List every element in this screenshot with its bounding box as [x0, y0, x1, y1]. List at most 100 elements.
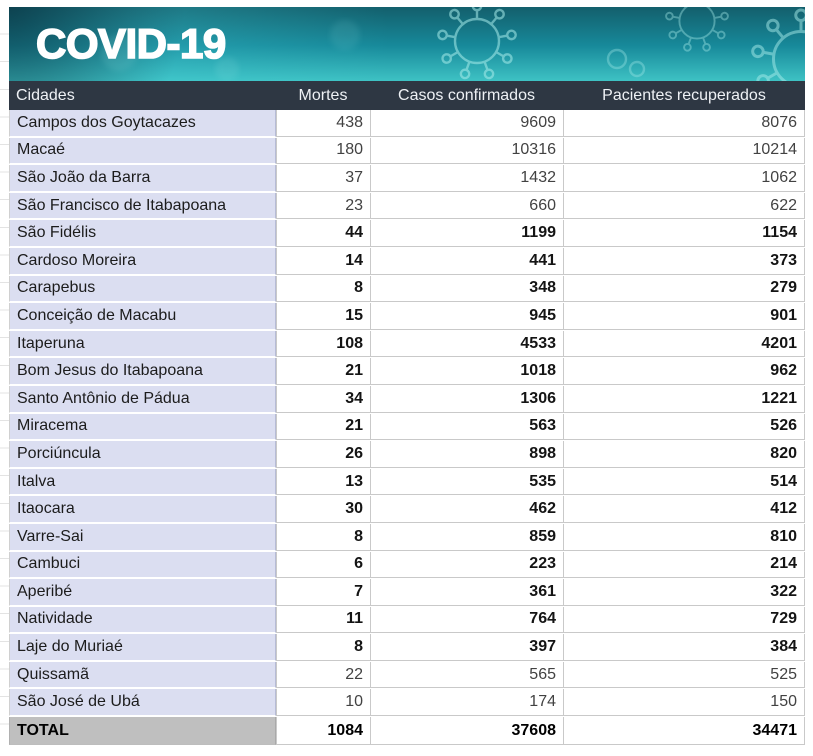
recovered-patients-cell[interactable]: 4201 — [563, 330, 805, 358]
city-cell[interactable]: Cardoso Moreira — [9, 247, 276, 275]
city-cell[interactable]: Miracema — [9, 413, 276, 441]
confirmed-cases-cell[interactable]: 174 — [370, 689, 563, 717]
total-deaths-cell[interactable]: 1084 — [276, 717, 370, 746]
confirmed-cases-cell[interactable]: 361 — [370, 579, 563, 606]
confirmed-cases-cell[interactable]: 9609 — [370, 110, 563, 137]
confirmed-cases-cell[interactable]: 898 — [370, 441, 563, 468]
deaths-cell[interactable]: 180 — [276, 137, 370, 165]
deaths-cell[interactable]: 22 — [276, 661, 370, 689]
recovered-patients-cell[interactable]: 1221 — [563, 385, 805, 413]
city-cell[interactable]: São João da Barra — [9, 165, 276, 192]
city-cell[interactable]: Quissamã — [9, 661, 276, 689]
total-label-cell[interactable]: TOTAL — [9, 717, 276, 746]
confirmed-cases-cell[interactable]: 10316 — [370, 137, 563, 165]
confirmed-cases-cell[interactable]: 565 — [370, 661, 563, 689]
recovered-patients-cell[interactable]: 1062 — [563, 165, 805, 192]
confirmed-cases-cell[interactable]: 1199 — [370, 220, 563, 247]
deaths-cell[interactable]: 8 — [276, 523, 370, 551]
deaths-cell[interactable]: 8 — [276, 275, 370, 303]
city-cell[interactable]: Itaocara — [9, 496, 276, 523]
deaths-cell[interactable]: 44 — [276, 220, 370, 247]
confirmed-cases-cell[interactable]: 348 — [370, 275, 563, 303]
confirmed-cases-cell[interactable]: 660 — [370, 192, 563, 220]
confirmed-cases-cell[interactable]: 535 — [370, 468, 563, 496]
recovered-patients-cell[interactable]: 412 — [563, 496, 805, 523]
recovered-patients-cell[interactable]: 622 — [563, 192, 805, 220]
deaths-cell[interactable]: 37 — [276, 165, 370, 192]
column-header-recovered-patients[interactable]: Pacientes recuperados — [602, 86, 766, 104]
confirmed-cases-cell[interactable]: 441 — [370, 247, 563, 275]
deaths-cell[interactable]: 34 — [276, 385, 370, 413]
confirmed-cases-cell[interactable]: 1432 — [370, 165, 563, 192]
confirmed-cases-cell[interactable]: 563 — [370, 413, 563, 441]
recovered-patients-cell[interactable]: 10214 — [563, 137, 805, 165]
confirmed-cases-cell[interactable]: 945 — [370, 303, 563, 330]
recovered-patients-cell[interactable]: 384 — [563, 634, 805, 661]
table-row: Macaé 180 10316 10214 — [9, 137, 805, 165]
recovered-patients-cell[interactable]: 525 — [563, 661, 805, 689]
deaths-cell[interactable]: 13 — [276, 468, 370, 496]
table-row: Aperibé 7 361 322 — [9, 579, 805, 606]
city-cell[interactable]: Laje do Muriaé — [9, 634, 276, 661]
deaths-cell[interactable]: 26 — [276, 441, 370, 468]
deaths-cell[interactable]: 21 — [276, 358, 370, 385]
deaths-cell[interactable]: 6 — [276, 551, 370, 579]
deaths-cell[interactable]: 438 — [276, 110, 370, 137]
column-header-confirmed-cases[interactable]: Casos confirmados — [398, 86, 535, 104]
city-cell[interactable]: Natividade — [9, 606, 276, 634]
city-cell[interactable]: Porciúncula — [9, 441, 276, 468]
column-header-deaths[interactable]: Mortes — [298, 86, 348, 104]
city-cell[interactable]: Campos dos Goytacazes — [9, 110, 276, 137]
city-cell[interactable]: Italva — [9, 468, 276, 496]
deaths-cell[interactable]: 108 — [276, 330, 370, 358]
confirmed-cases-cell[interactable]: 462 — [370, 496, 563, 523]
deaths-cell[interactable]: 30 — [276, 496, 370, 523]
deaths-cell[interactable]: 7 — [276, 579, 370, 606]
recovered-patients-cell[interactable]: 901 — [563, 303, 805, 330]
recovered-patients-cell[interactable]: 526 — [563, 413, 805, 441]
deaths-cell[interactable]: 14 — [276, 247, 370, 275]
deaths-cell[interactable]: 11 — [276, 606, 370, 634]
deaths-cell[interactable]: 8 — [276, 634, 370, 661]
city-cell[interactable]: Varre-Sai — [9, 523, 276, 551]
recovered-patients-cell[interactable]: 1154 — [563, 220, 805, 247]
deaths-cell[interactable]: 23 — [276, 192, 370, 220]
confirmed-cases-cell[interactable]: 223 — [370, 551, 563, 579]
city-cell[interactable]: Santo Antônio de Pádua — [9, 385, 276, 413]
recovered-patients-cell[interactable]: 373 — [563, 247, 805, 275]
deaths-cell[interactable]: 15 — [276, 303, 370, 330]
confirmed-cases-cell[interactable]: 859 — [370, 523, 563, 551]
recovered-patients-cell[interactable]: 810 — [563, 523, 805, 551]
confirmed-cases-cell[interactable]: 1018 — [370, 358, 563, 385]
deaths-cell[interactable]: 21 — [276, 413, 370, 441]
recovered-patients-cell[interactable]: 279 — [563, 275, 805, 303]
city-cell[interactable]: Conceição de Macabu — [9, 303, 276, 330]
city-cell[interactable]: Bom Jesus do Itabapoana — [9, 358, 276, 385]
city-cell[interactable]: Cambuci — [9, 551, 276, 579]
banner-title: COVID-19 — [35, 19, 227, 68]
recovered-patients-cell[interactable]: 729 — [563, 606, 805, 634]
recovered-patients-cell[interactable]: 322 — [563, 579, 805, 606]
total-confirmed-cases-cell[interactable]: 37608 — [370, 717, 563, 746]
confirmed-cases-cell[interactable]: 4533 — [370, 330, 563, 358]
confirmed-cases-cell[interactable]: 1306 — [370, 385, 563, 413]
city-cell[interactable]: Carapebus — [9, 275, 276, 303]
city-cell[interactable]: Itaperuna — [9, 330, 276, 358]
recovered-patients-cell[interactable]: 962 — [563, 358, 805, 385]
recovered-patients-cell[interactable]: 820 — [563, 441, 805, 468]
city-cell[interactable]: São Fidélis — [9, 220, 276, 247]
table-row: Bom Jesus do Itabapoana 21 1018 962 — [9, 358, 805, 385]
city-cell[interactable]: Macaé — [9, 137, 276, 165]
city-cell[interactable]: São José de Ubá — [9, 689, 276, 717]
confirmed-cases-cell[interactable]: 764 — [370, 606, 563, 634]
recovered-patients-cell[interactable]: 8076 — [563, 110, 805, 137]
deaths-cell[interactable]: 10 — [276, 689, 370, 717]
city-cell[interactable]: Aperibé — [9, 579, 276, 606]
city-cell[interactable]: São Francisco de Itabapoana — [9, 192, 276, 220]
total-recovered-cell[interactable]: 34471 — [563, 717, 805, 746]
column-header-cities[interactable]: Cidades — [16, 86, 75, 104]
recovered-patients-cell[interactable]: 214 — [563, 551, 805, 579]
confirmed-cases-cell[interactable]: 397 — [370, 634, 563, 661]
recovered-patients-cell[interactable]: 514 — [563, 468, 805, 496]
recovered-patients-cell[interactable]: 150 — [563, 689, 805, 717]
